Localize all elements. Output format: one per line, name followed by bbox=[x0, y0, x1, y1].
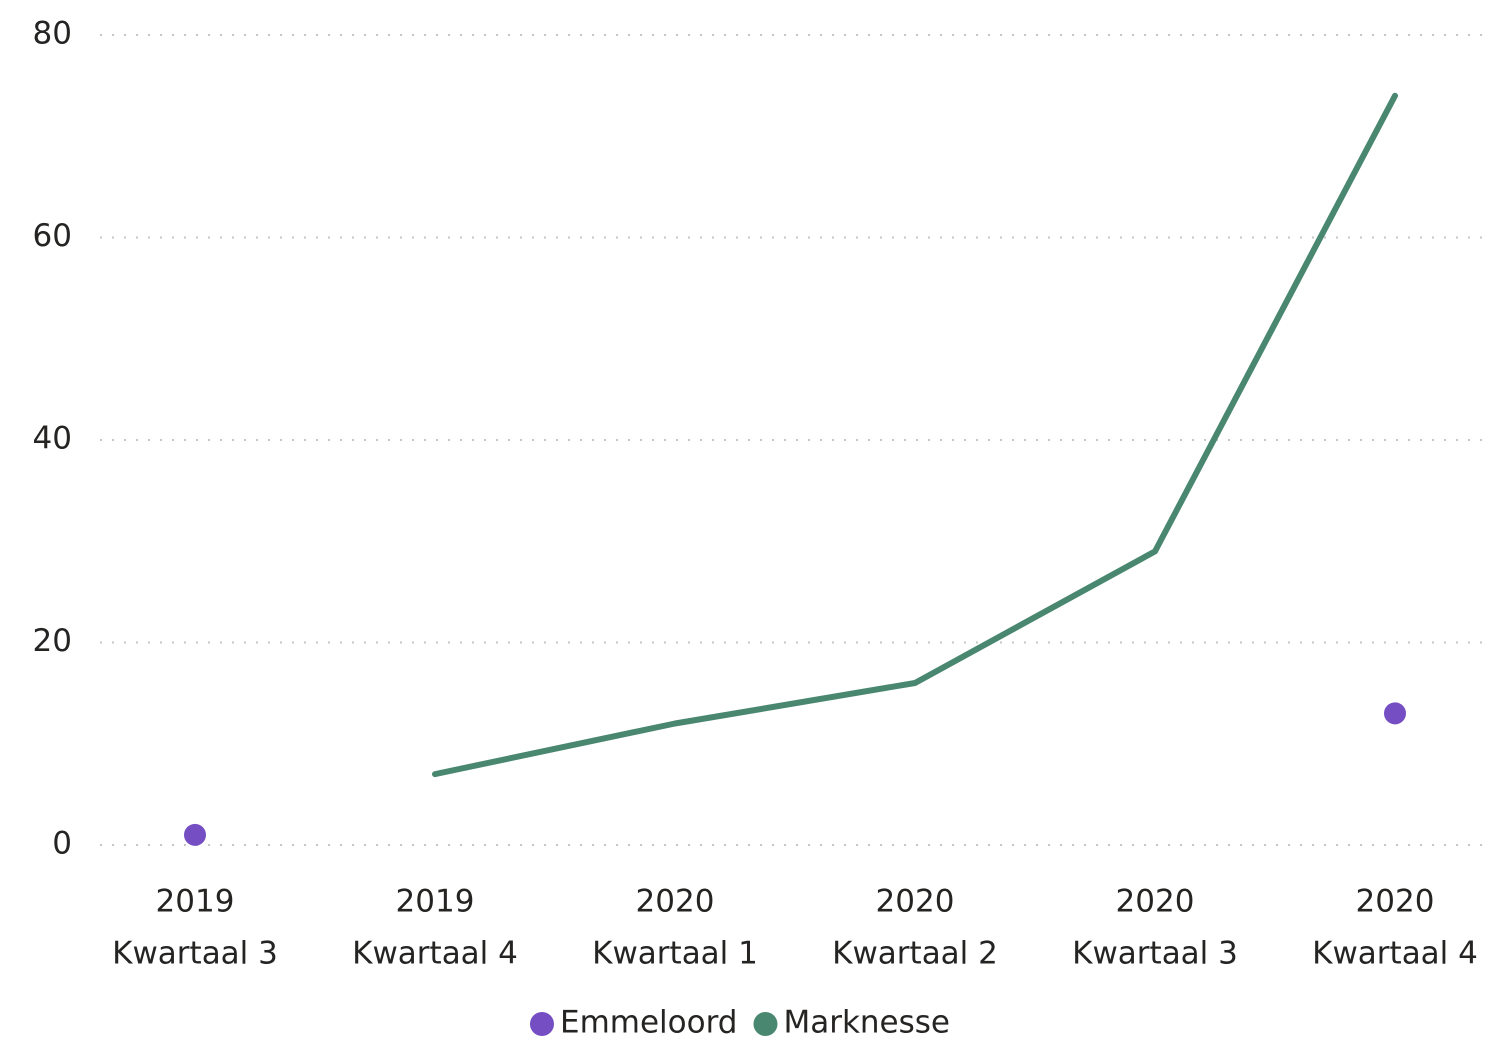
series-line bbox=[432, 92, 1398, 778]
x-tick-label: Kwartaal 4 bbox=[352, 936, 518, 972]
x-tick-label: Kwartaal 3 bbox=[112, 936, 278, 972]
y-tick-label: 60 bbox=[33, 218, 72, 254]
x-tick-label: 2020 bbox=[1356, 884, 1435, 920]
x-tick-label: Kwartaal 4 bbox=[1312, 936, 1478, 972]
legend-marker bbox=[529, 1012, 554, 1036]
x-tick-label: Kwartaal 1 bbox=[592, 936, 758, 972]
x-tick-label: 2020 bbox=[1116, 884, 1195, 920]
x-tick-label: Kwartaal 2 bbox=[832, 936, 998, 972]
data-point bbox=[184, 823, 206, 846]
x-tick-label: 2019 bbox=[396, 884, 475, 920]
legend-label: Emmeloord bbox=[560, 1005, 737, 1037]
x-tick-label: 2020 bbox=[876, 884, 955, 920]
y-tick-label: 20 bbox=[33, 623, 72, 659]
y-tick-label: 0 bbox=[52, 826, 72, 862]
x-tick-label: 2019 bbox=[156, 884, 235, 920]
x-tick-label: 2020 bbox=[636, 884, 715, 920]
x-tick-label: Kwartaal 3 bbox=[1072, 936, 1238, 972]
data-point bbox=[1384, 702, 1406, 725]
legend-marker bbox=[753, 1012, 778, 1036]
y-tick-label: 40 bbox=[33, 421, 72, 457]
legend-label: Marknesse bbox=[783, 1005, 950, 1037]
y-tick-label: 80 bbox=[33, 16, 72, 52]
